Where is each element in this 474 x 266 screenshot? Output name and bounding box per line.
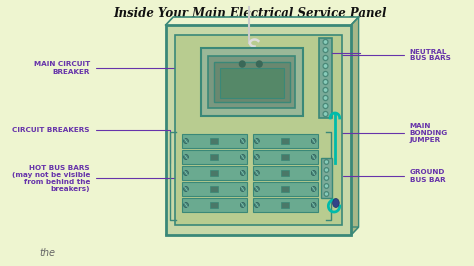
Circle shape: [256, 61, 262, 67]
Circle shape: [324, 89, 327, 91]
Bar: [253, 182, 318, 196]
Text: GROUND
BUS BAR: GROUND BUS BAR: [343, 169, 445, 182]
Circle shape: [311, 202, 316, 207]
Circle shape: [239, 61, 245, 67]
Circle shape: [326, 177, 328, 179]
Circle shape: [324, 113, 327, 115]
Bar: [281, 186, 289, 192]
Bar: [210, 170, 218, 176]
Bar: [182, 182, 247, 196]
Bar: [165, 25, 351, 235]
Circle shape: [323, 64, 328, 69]
Bar: [281, 170, 289, 176]
Bar: [210, 138, 218, 144]
Circle shape: [311, 186, 316, 192]
Circle shape: [311, 155, 316, 160]
Circle shape: [183, 155, 188, 160]
Circle shape: [324, 41, 327, 43]
Polygon shape: [351, 17, 359, 235]
Bar: [210, 154, 218, 160]
Circle shape: [255, 139, 259, 143]
Circle shape: [323, 103, 328, 109]
Circle shape: [183, 202, 188, 207]
Circle shape: [323, 39, 328, 44]
Circle shape: [324, 168, 328, 172]
Circle shape: [326, 193, 328, 195]
Circle shape: [240, 202, 245, 207]
Bar: [182, 166, 247, 180]
Circle shape: [255, 155, 259, 160]
Ellipse shape: [333, 198, 339, 207]
Circle shape: [324, 97, 327, 99]
Circle shape: [311, 171, 316, 176]
Circle shape: [323, 95, 328, 101]
Bar: [253, 198, 318, 212]
Circle shape: [324, 81, 327, 83]
Circle shape: [240, 186, 245, 192]
Circle shape: [183, 171, 188, 176]
Circle shape: [324, 105, 327, 107]
Bar: [175, 35, 342, 225]
Bar: [253, 134, 318, 148]
Circle shape: [324, 160, 328, 164]
Circle shape: [323, 48, 328, 52]
Circle shape: [324, 57, 327, 59]
Circle shape: [323, 111, 328, 117]
Circle shape: [324, 176, 328, 180]
Circle shape: [324, 65, 327, 67]
Bar: [208, 56, 295, 108]
Bar: [182, 150, 247, 164]
Circle shape: [240, 139, 245, 143]
Bar: [321, 158, 332, 198]
Bar: [214, 62, 290, 102]
Text: NEUTRAL
BUS BARS: NEUTRAL BUS BARS: [342, 48, 451, 61]
Bar: [182, 198, 247, 212]
Circle shape: [323, 56, 328, 60]
Bar: [182, 134, 247, 148]
Polygon shape: [165, 227, 359, 235]
Bar: [281, 154, 289, 160]
Circle shape: [326, 169, 328, 171]
Circle shape: [240, 171, 245, 176]
Circle shape: [324, 49, 327, 51]
Circle shape: [255, 186, 259, 192]
Text: CIRCUIT BREAKERS: CIRCUIT BREAKERS: [12, 127, 170, 163]
Text: MAIN
BONDING
JUMPER: MAIN BONDING JUMPER: [338, 123, 448, 147]
Bar: [201, 48, 303, 116]
Bar: [253, 166, 318, 180]
Circle shape: [326, 161, 328, 163]
Circle shape: [255, 202, 259, 207]
Text: the: the: [40, 248, 56, 258]
Bar: [319, 38, 332, 118]
Circle shape: [240, 155, 245, 160]
Text: HOT BUS BARS
(may not be visible
from behind the
breakers): HOT BUS BARS (may not be visible from be…: [12, 164, 187, 192]
Circle shape: [323, 80, 328, 85]
Circle shape: [324, 192, 328, 196]
Bar: [253, 150, 318, 164]
Circle shape: [183, 186, 188, 192]
Bar: [210, 202, 218, 208]
Circle shape: [255, 171, 259, 176]
Bar: [281, 202, 289, 208]
Text: Inside Your Main Electrical Service Panel: Inside Your Main Electrical Service Pane…: [113, 7, 387, 20]
Circle shape: [323, 72, 328, 77]
Circle shape: [323, 88, 328, 93]
Circle shape: [326, 185, 328, 187]
Circle shape: [324, 73, 327, 75]
Circle shape: [311, 139, 316, 143]
Bar: [219, 68, 284, 98]
Bar: [281, 138, 289, 144]
Circle shape: [324, 184, 328, 188]
Bar: [210, 186, 218, 192]
Circle shape: [183, 139, 188, 143]
Text: MAIN CIRCUIT
BREAKER: MAIN CIRCUIT BREAKER: [34, 61, 201, 74]
